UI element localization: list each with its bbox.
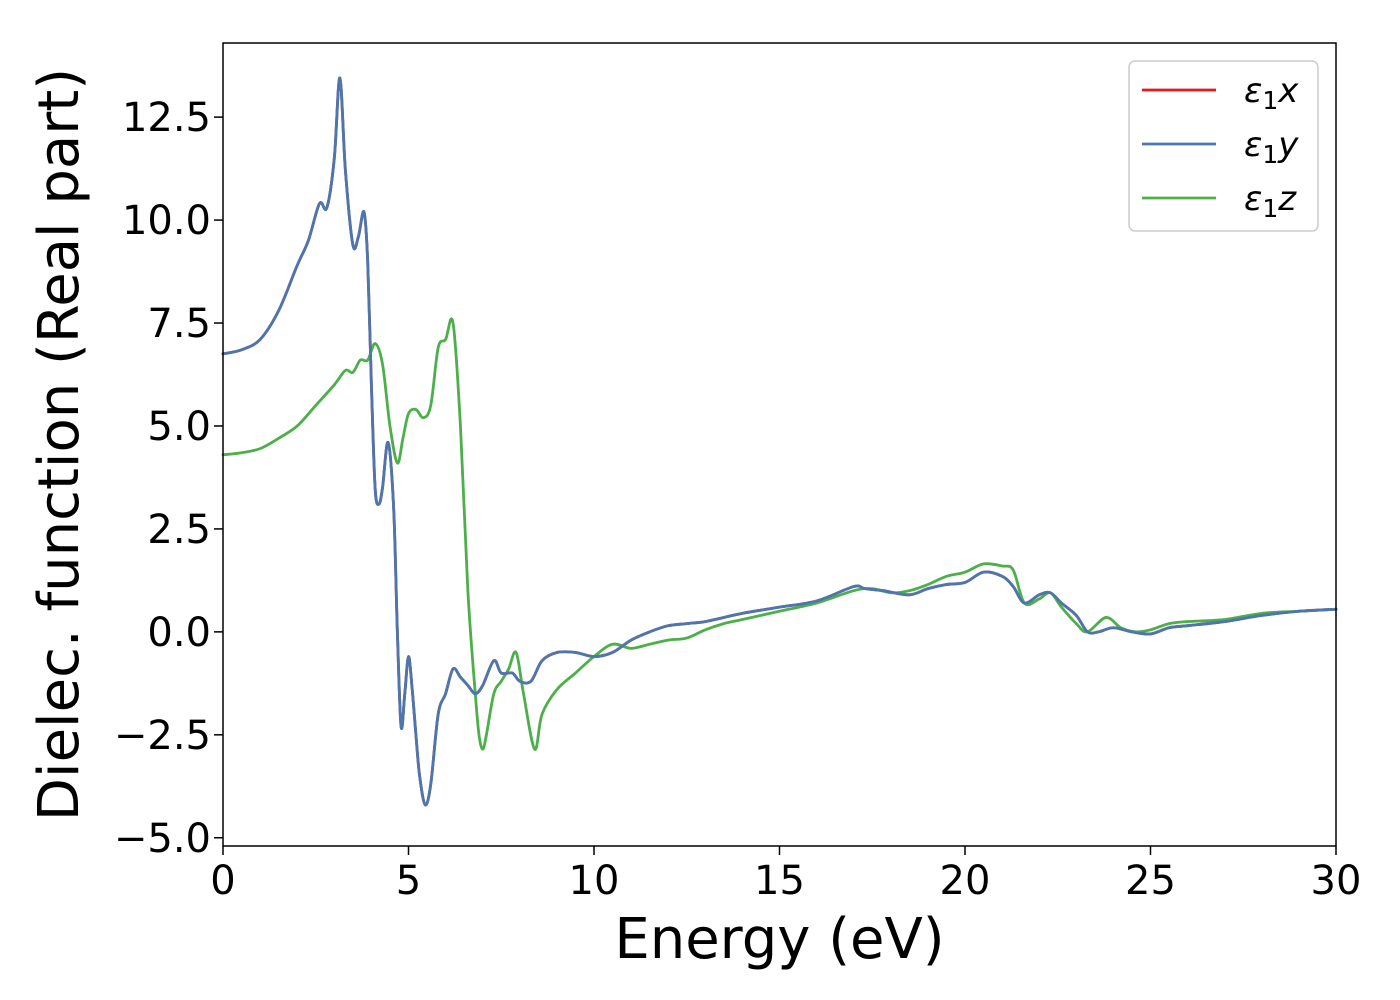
y-tick-label: 5.0 bbox=[147, 404, 211, 450]
plot-lines bbox=[221, 76, 1338, 807]
legend-box bbox=[1128, 60, 1319, 232]
x-axis: 0 5 10 15 20 25 30 bbox=[210, 846, 1361, 904]
y-tick-label: 0.0 bbox=[147, 610, 211, 656]
x-tick-label: 15 bbox=[754, 858, 805, 904]
x-tick-label: 0 bbox=[210, 858, 235, 904]
y-tick-label: −5.0 bbox=[114, 816, 211, 862]
x-axis-title: Energy (eV) bbox=[614, 907, 944, 972]
y-tick-label: 7.5 bbox=[147, 301, 211, 347]
x-tick-label: 30 bbox=[1311, 858, 1362, 904]
y-tick-label: 2.5 bbox=[147, 507, 211, 553]
x-tick-label: 5 bbox=[396, 858, 421, 904]
y-tick-label: 12.5 bbox=[122, 95, 211, 141]
series-line-z bbox=[221, 317, 1338, 751]
y-axis-title: Dielec. function (Real part) bbox=[27, 68, 92, 821]
legend-label-x: ε1x bbox=[1244, 71, 1299, 115]
legend-label-y: ε1y bbox=[1244, 125, 1299, 169]
y-tick-label: 10.0 bbox=[122, 198, 211, 244]
legend-label-z: ε1z bbox=[1244, 179, 1297, 223]
y-axis: −5.0 −2.5 0.0 2.5 5.0 7.5 10.0 12.5 bbox=[114, 95, 223, 862]
legend: ε1x ε1y ε1z bbox=[1128, 60, 1319, 232]
y-tick-label: −2.5 bbox=[114, 713, 211, 759]
x-tick-label: 25 bbox=[1125, 858, 1176, 904]
x-tick-label: 10 bbox=[569, 858, 620, 904]
series-line-y bbox=[221, 76, 1338, 807]
x-tick-label: 20 bbox=[940, 858, 991, 904]
